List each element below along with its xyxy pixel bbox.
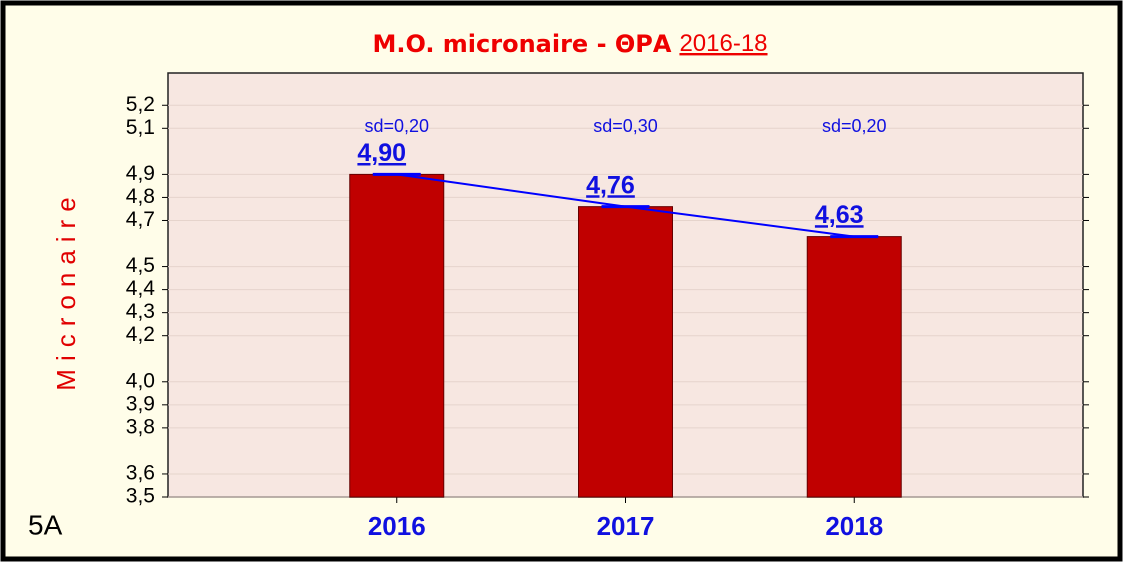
y-tick-label: 4,5 [126, 254, 155, 277]
y-tick-label: 5,1 [126, 116, 155, 139]
bar [806, 236, 902, 498]
y-tick-label: 4,9 [126, 162, 155, 185]
y-tick-label: 3,9 [126, 392, 155, 415]
x-tick-label: 2017 [597, 511, 655, 541]
y-tick-label: 4,8 [126, 185, 155, 208]
panel-label: 5A [28, 509, 63, 540]
x-tick-label: 2016 [368, 511, 426, 541]
y-tick-label: 4,0 [126, 369, 155, 392]
value-label: 4,76 [586, 171, 635, 199]
value-label: 4,90 [357, 139, 406, 167]
y-axis-label: Micronaire [51, 189, 81, 390]
title-main: M.O. micronaire - ΘΡΑ [372, 30, 671, 58]
x-tick-label: 2018 [825, 511, 883, 541]
y-tick-label: 5,2 [126, 93, 155, 116]
chart-title: M.O. micronaire - ΘΡΑ 2016-18 [372, 30, 767, 58]
y-tick-label: 3,5 [126, 485, 155, 508]
y-tick-label: 4,3 [126, 300, 155, 323]
y-tick-label: 4,2 [126, 323, 155, 346]
y-tick-label: 3,8 [126, 415, 155, 438]
sd-label: sd=0,20 [364, 116, 429, 136]
y-tick-label: 4,4 [126, 277, 156, 300]
sd-label: sd=0,20 [822, 116, 887, 136]
bar [349, 173, 445, 498]
title-suffix: 2016-18 [679, 30, 767, 57]
y-tick-label: 3,6 [126, 462, 155, 485]
value-label: 4,63 [815, 201, 864, 229]
sd-label: sd=0,30 [593, 116, 658, 136]
y-tick-label: 4,7 [126, 208, 155, 231]
bar [578, 206, 673, 498]
